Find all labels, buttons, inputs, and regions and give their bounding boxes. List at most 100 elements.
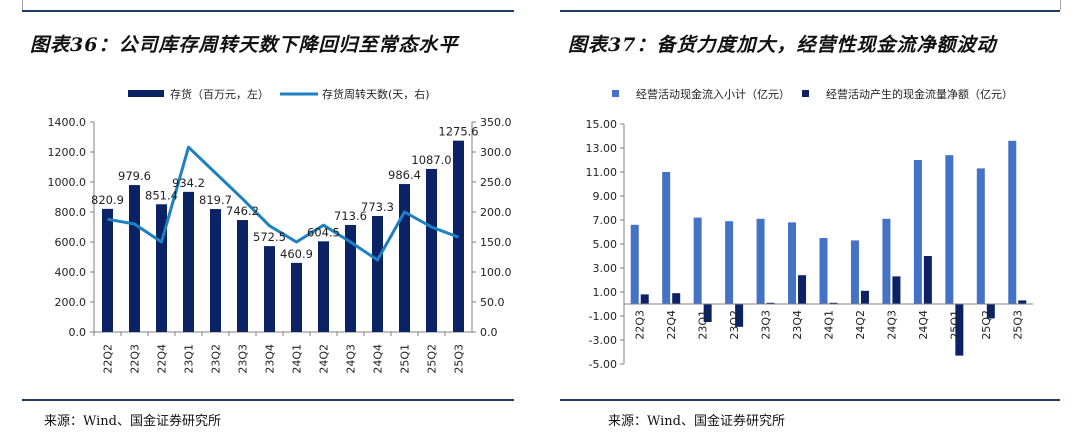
net-cashflow-bar	[672, 293, 681, 304]
right-y-tick-label: 250.0	[480, 176, 512, 189]
inventory-bar	[102, 208, 113, 332]
x-tick-label: 25Q2	[426, 344, 439, 374]
x-tick-label: 24Q2	[854, 310, 867, 340]
left-top-rule	[22, 10, 514, 12]
net-cashflow-bar	[955, 304, 964, 356]
cash-inflow-bar	[630, 224, 639, 304]
inventory-bar	[237, 220, 248, 332]
x-tick-label: 24Q1	[823, 310, 836, 340]
right-top-rule	[560, 10, 1060, 12]
bar-value-label: 986.4	[388, 168, 421, 182]
x-tick-label: 23Q1	[697, 310, 710, 340]
x-tick-label: 24Q4	[917, 310, 930, 340]
y-tick-label: 11.00	[586, 166, 618, 179]
cash-inflow-bar	[662, 172, 671, 304]
left-bottom-rule	[22, 399, 514, 401]
cash-inflow-bar	[882, 218, 891, 304]
bar-value-label: 572.5	[253, 230, 286, 244]
right-top-tick	[1060, 0, 1061, 10]
inventory-chart: 0.0 200.0 400.0 600.0 800.0 1000.0 1200.0 1400.…	[48, 87, 512, 374]
x-tick-label: 22Q3	[634, 310, 647, 340]
cash-inflow-bar	[945, 155, 954, 304]
x-tick-label: 25Q3	[1011, 310, 1024, 340]
inventory-bar	[210, 209, 221, 332]
inventory-bar	[399, 184, 410, 332]
cash-inflow-bar	[756, 218, 765, 304]
right-y-tick-label: 100.0	[480, 266, 512, 279]
x-tick-label: 24Q3	[345, 344, 358, 374]
right-source-note: 来源：Wind、国金证券研究所	[608, 414, 785, 429]
left-y-tick-label: 800.0	[55, 206, 87, 219]
inventory-bar	[345, 224, 356, 332]
x-tick-label: 24Q3	[885, 310, 898, 340]
x-tick-label: 25Q1	[948, 310, 961, 340]
inventory-bar	[264, 246, 275, 332]
right-y-tick-label: 350.0	[480, 116, 512, 129]
y-tick-label: 9.00	[593, 190, 618, 203]
bar-value-label: 1275.6	[438, 125, 478, 139]
x-tick-label: 22Q4	[156, 344, 169, 374]
bar-value-label: 604.5	[307, 225, 340, 239]
net-cashflow-bar	[1018, 300, 1027, 304]
bar-value-label: 1087.0	[411, 153, 451, 167]
legend-label-inventory: 存货（百万元，左）	[170, 87, 269, 101]
bar-value-label: 934.2	[172, 176, 205, 190]
legend-label-inflow: 经营活动现金流入小计（亿元）	[636, 87, 790, 101]
legend-swatch-netflow	[802, 90, 809, 97]
legend-swatch-inflow	[612, 90, 619, 97]
net-cashflow-bar	[986, 304, 995, 319]
legend-label-turnover: 存货周转天数(天，右)	[322, 87, 430, 101]
left-source-note: 来源：Wind、国金证券研究所	[44, 414, 221, 429]
x-tick-label: 22Q3	[129, 344, 142, 374]
cash-inflow-bar	[850, 240, 859, 304]
inventory-bar	[372, 216, 383, 332]
inventory-bar	[291, 262, 302, 332]
x-tick-label: 23Q1	[183, 344, 196, 374]
cash-inflow-bar	[693, 217, 702, 304]
legend-swatch-inventory	[128, 90, 164, 97]
x-tick-label: 24Q1	[291, 344, 304, 374]
net-cashflow-bar	[735, 304, 744, 327]
left-y-tick-label: 0.0	[69, 326, 87, 339]
net-cashflow-bar	[798, 275, 807, 304]
y-tick-label: 3.00	[593, 262, 618, 275]
left-y-tick-label: 1200.0	[48, 146, 87, 159]
right-y-tick-label: 200.0	[480, 206, 512, 219]
cashflow-chart: 15.00 13.00 11.00 9.00 7.00 5.00 3.00 1.00 -1.00…	[586, 87, 1033, 371]
y-tick-label: -1.00	[589, 310, 617, 323]
x-tick-label: 23Q3	[760, 310, 773, 340]
left-top-tick	[22, 0, 23, 10]
right-chart-title: 图表37：备货力度加大，经营性现金流净额波动	[568, 34, 997, 56]
inventory-bar	[156, 204, 167, 332]
x-tick-label: 23Q2	[210, 344, 223, 374]
cash-inflow-bar	[819, 238, 828, 304]
left-y-tick-label: 1000.0	[48, 176, 87, 189]
right-y-tick-label: 50.0	[480, 296, 505, 309]
inventory-bar	[318, 241, 329, 332]
turnover-days-line	[107, 145, 460, 262]
left-chart-title: 图表36：公司库存周转天数下降回归至常态水平	[30, 34, 459, 56]
x-tick-label: 25Q2	[980, 310, 993, 340]
cash-inflow-bar	[976, 168, 985, 304]
cash-inflow-bar	[1008, 140, 1017, 304]
bar-value-label: 820.9	[91, 193, 124, 207]
cash-inflow-bar	[788, 222, 797, 304]
y-tick-label: -5.00	[589, 358, 617, 371]
right-y-tick-label: 0.0	[480, 326, 498, 339]
net-cashflow-bar	[640, 294, 649, 304]
bar-value-label: 819.7	[199, 193, 232, 207]
net-cashflow-bar	[892, 276, 901, 304]
net-cashflow-bar	[829, 302, 838, 304]
cash-inflow-bar	[913, 160, 922, 304]
net-cashflow-bar	[923, 256, 932, 304]
bar-value-label: 460.9	[280, 247, 313, 261]
bar-value-label: 713.6	[334, 209, 367, 223]
x-tick-label: 24Q4	[372, 344, 385, 374]
y-tick-label: 7.00	[593, 214, 618, 227]
x-tick-label: 25Q3	[453, 344, 466, 374]
legend-label-netflow: 经营活动产生的现金流量净额（亿元）	[826, 87, 1013, 101]
y-tick-label: -3.00	[589, 334, 617, 347]
right-bottom-rule	[560, 399, 1060, 401]
y-tick-label: 1.00	[593, 286, 618, 299]
x-tick-label: 24Q2	[318, 344, 331, 374]
